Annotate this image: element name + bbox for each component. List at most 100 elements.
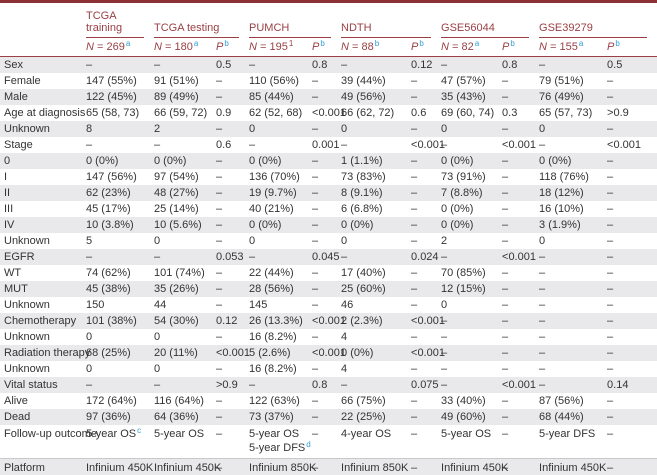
row-label: Unknown — [4, 331, 50, 343]
row-label: Follow-up outcome — [4, 428, 97, 440]
value-cell: 5 (2.6%) — [249, 347, 291, 359]
p-value-cell: – — [312, 395, 319, 407]
row-label: Alive — [4, 395, 28, 407]
p-value-cell: – — [216, 299, 223, 311]
p-value-cell: – — [607, 363, 614, 375]
p-value-cell: <0.001 — [607, 139, 641, 151]
value-cell: Infinium 450K — [441, 458, 508, 475]
row-label-column-header — [0, 38, 86, 57]
p-value-cell: – — [312, 187, 319, 199]
cohort-group-header: NDTH — [341, 2, 441, 38]
p-value-cell: – — [216, 75, 223, 87]
value-cell: 91 (51%) — [154, 75, 199, 87]
footnote-superscript: b — [615, 39, 620, 48]
row-label: Male — [4, 91, 28, 103]
value-cell: 16 (10%) — [539, 203, 584, 215]
value-cell: 46 — [341, 299, 354, 311]
p-value-cell: – — [411, 283, 418, 295]
p-value-cell: <0.001 — [411, 315, 445, 327]
table-row: Unknown 0 0 – 16 (8.2%) – 4 – – – – – — [0, 361, 657, 377]
row-label: Stage — [4, 139, 33, 151]
value-cell: 5-year OS — [154, 428, 205, 440]
table-row: Follow-up outcome 5-year OSc 5-year OS –5-y… — [0, 425, 657, 459]
p-value-cell: <0.001 — [411, 139, 445, 151]
footnote-superscript: a — [474, 39, 480, 48]
p-value-cell: – — [502, 331, 509, 343]
p-value-cell: – — [411, 187, 418, 199]
value-cell: – — [86, 59, 93, 71]
value-cell: – — [441, 315, 448, 327]
value-cell: – — [441, 363, 448, 375]
p-value-cell: 0.001 — [312, 139, 340, 151]
p-value-cell: <0.001 — [312, 107, 346, 119]
p-value-cell: – — [411, 123, 418, 135]
p-value-cell: – — [312, 363, 319, 375]
p-value-column-header: Pb — [502, 38, 540, 57]
value-cell: – — [539, 59, 546, 71]
value-cell: 65 (57, 73) — [539, 107, 593, 119]
row-label: Dead — [4, 411, 31, 423]
row-label: Chemotherapy — [4, 315, 77, 327]
p-value-cell: – — [312, 235, 319, 247]
value-cell: – — [539, 139, 546, 151]
value-cell: 97 (54%) — [154, 171, 199, 183]
p-value-cell: – — [607, 411, 614, 423]
value-cell: 73 (83%) — [341, 171, 386, 183]
p-value-cell: 0.3 — [502, 107, 518, 119]
p-value-cell: <0.001 — [411, 347, 445, 359]
value-cell: – — [539, 347, 546, 359]
value-cell: – — [539, 267, 546, 279]
footnote-superscript: c — [137, 426, 142, 435]
cohort-group-name: GSE56044 — [441, 22, 530, 38]
value-cell: 0 — [441, 299, 448, 311]
p-value-cell: 0.14 — [607, 379, 629, 391]
value-cell: 147 (55%) — [86, 75, 137, 87]
value-cell: 145 — [249, 299, 268, 311]
value-cell: 150 — [86, 299, 105, 311]
p-value-cell: – — [502, 363, 509, 375]
value-cell: – — [441, 347, 448, 359]
table-row: Sex – –0.5–0.8–0.12–0.8–0.5 — [0, 56, 657, 73]
sample-size-cell: N = 88b — [341, 38, 412, 57]
p-value-cell: <0.001 — [502, 251, 536, 263]
p-value-cell: – — [607, 395, 614, 407]
p-value-cell: – — [216, 395, 223, 407]
value-cell: – — [86, 379, 93, 391]
value-cell: – — [441, 331, 448, 343]
row-label: Unknown — [4, 299, 50, 311]
cohort-group-header: PUMCH — [249, 2, 341, 38]
sample-size-cell: N = 155a — [539, 38, 608, 57]
value-cell: 48 (27%) — [154, 187, 199, 199]
value-cell: – — [539, 251, 546, 263]
p-value-cell: – — [312, 203, 319, 215]
row-label: 0 — [4, 155, 11, 167]
value-cell: 5 — [86, 235, 93, 247]
p-value-cell: – — [502, 123, 509, 135]
value-cell: 47 (57%) — [441, 75, 486, 87]
p-value-cell: – — [502, 458, 540, 475]
value-cell: Infinium 450K — [539, 458, 608, 475]
p-value-cell: – — [607, 267, 614, 279]
row-label: Vital status — [4, 379, 58, 391]
table-row: Chemotherapy 101 (38%) 54 (30%) 0.12 26 (13.… — [0, 313, 657, 329]
p-value-cell: – — [411, 428, 418, 440]
table-row: I 147 (56%) 97 (54%) –136 (70%) –73 (83%) –73… — [0, 169, 657, 185]
p-value-cell: – — [411, 458, 442, 475]
p-value-cell: – — [216, 458, 250, 475]
value-cell: 0 — [341, 123, 348, 135]
value-cell: 5-year OS — [441, 428, 492, 440]
p-value-cell: – — [312, 299, 319, 311]
value-cell: – — [249, 139, 256, 151]
p-value-cell: – — [411, 363, 418, 375]
p-value-cell: – — [411, 267, 418, 279]
value-cell: 45 (17%) — [86, 203, 131, 215]
p-value-cell: – — [312, 458, 342, 475]
p-value-cell: – — [502, 283, 509, 295]
p-value-cell: – — [216, 235, 223, 247]
value-cell: 22 (44%) — [249, 267, 294, 279]
cohort-group-header: GSE56044 — [441, 2, 539, 38]
p-value-cell: – — [216, 187, 223, 199]
value-cell: – — [539, 379, 546, 391]
row-label: EGFR — [4, 251, 35, 263]
value-cell: 4 — [341, 363, 348, 375]
